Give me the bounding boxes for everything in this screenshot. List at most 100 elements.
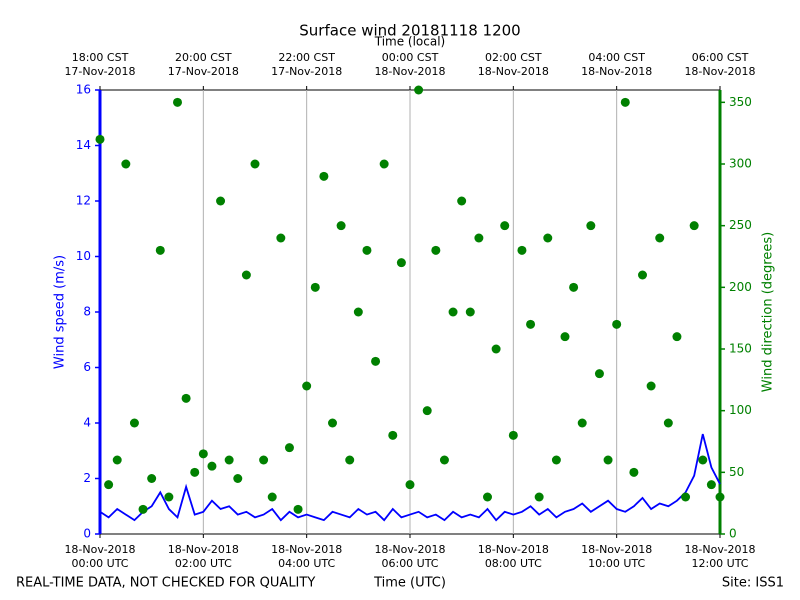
x2-tick-label: 17-Nov-2018 [271,65,342,78]
y2-tick-label: 200 [729,280,752,294]
direction-point [293,504,303,514]
x2-tick-label: 18-Nov-2018 [478,65,549,78]
x2-tick-label: 18-Nov-2018 [684,65,755,78]
direction-point [198,449,208,459]
direction-point [164,492,174,502]
direction-point [534,492,544,502]
direction-point [603,455,613,465]
direction-point [233,474,243,483]
y2-tick-label: 0 [729,527,737,541]
direction-point [543,233,553,243]
direction-point [112,455,122,465]
x-tick-label: 18-Nov-2018 [374,543,445,556]
direction-point [353,307,363,317]
y-tick-label: 12 [76,194,91,208]
x-axis-label: Time (UTC) [373,576,446,591]
x-tick-label: 18-Nov-2018 [64,543,135,556]
direction-point [388,430,398,440]
x2-tick-label: 06:00 CST [692,51,749,64]
y-tick-label: 0 [83,527,91,541]
direction-point [526,319,536,329]
direction-point [655,233,665,243]
direction-point [173,97,182,107]
x2-tick-label: 04:00 CST [588,51,645,64]
direction-point [569,282,579,292]
direction-point [474,233,484,243]
direction-point [129,418,139,428]
direction-point [104,480,114,490]
direction-point [689,221,699,231]
direction-point [663,418,673,428]
direction-point [422,406,432,416]
direction-point [250,159,260,169]
direction-point [629,467,639,477]
direction-point [500,221,510,231]
y-tick-label: 4 [83,416,91,430]
direction-point [646,381,656,391]
speed-line [99,433,721,522]
y-tick-label: 6 [83,360,91,374]
x2-axis-label: Time (local) [374,35,446,49]
direction-point [594,369,604,379]
direction-point [121,159,131,169]
direction-point [155,245,165,255]
y2-tick-label: 50 [729,465,744,479]
direction-point [284,443,294,453]
x-tick-label: 12:00 UTC [691,557,748,570]
direction-point [267,492,277,502]
direction-point [95,134,105,144]
direction-point [241,270,251,280]
direction-point [319,171,329,181]
x-tick-label: 18-Nov-2018 [271,543,342,556]
direction-point [396,258,406,268]
direction-point [612,319,622,329]
direction-point [431,245,441,255]
direction-point [345,455,355,465]
y2-tick-label: 100 [729,403,752,417]
y-tick-label: 2 [83,471,91,485]
direction-point [371,356,381,366]
direction-point [586,221,596,231]
direction-point [715,492,725,502]
direction-point [465,307,475,317]
direction-point [414,85,424,95]
x2-tick-label: 17-Nov-2018 [168,65,239,78]
y-tick-label: 10 [76,249,91,263]
direction-point [457,196,467,206]
x-tick-label: 18-Nov-2018 [168,543,239,556]
direction-point [276,233,286,243]
note: REAL-TIME DATA, NOT CHECKED FOR QUALITY [16,576,315,591]
x-tick-label: 00:00 UTC [71,557,128,570]
direction-point [302,381,312,391]
x2-tick-label: 00:00 CST [382,51,439,64]
direction-point [181,393,191,403]
direction-point [362,245,372,255]
x2-tick-label: 18-Nov-2018 [581,65,652,78]
direction-point [336,221,346,231]
direction-point [190,467,200,477]
x-tick-label: 18-Nov-2018 [684,543,755,556]
y-axis-label: Wind speed (m/s) [53,255,68,369]
x-tick-label: 06:00 UTC [381,557,438,570]
y-tick-label: 14 [76,138,91,152]
y2-tick-label: 350 [729,95,752,109]
direction-point [224,455,234,465]
x2-tick-label: 02:00 CST [485,51,542,64]
x2-tick-label: 22:00 CST [278,51,335,64]
x-tick-label: 04:00 UTC [278,557,335,570]
direction-point [620,97,630,107]
x2-tick-label: 17-Nov-2018 [64,65,135,78]
y2-tick-label: 150 [729,342,752,356]
x2-tick-label: 18-Nov-2018 [374,65,445,78]
direction-point [681,492,691,502]
x-tick-label: 02:00 UTC [175,557,232,570]
x2-tick-label: 18:00 CST [72,51,129,64]
direction-point [207,461,217,471]
x2-tick-label: 20:00 CST [175,51,232,64]
direction-point [448,307,458,317]
y2-tick-label: 250 [729,218,752,232]
direction-point [405,480,415,490]
direction-point [508,430,518,440]
x-tick-label: 10:00 UTC [588,557,645,570]
